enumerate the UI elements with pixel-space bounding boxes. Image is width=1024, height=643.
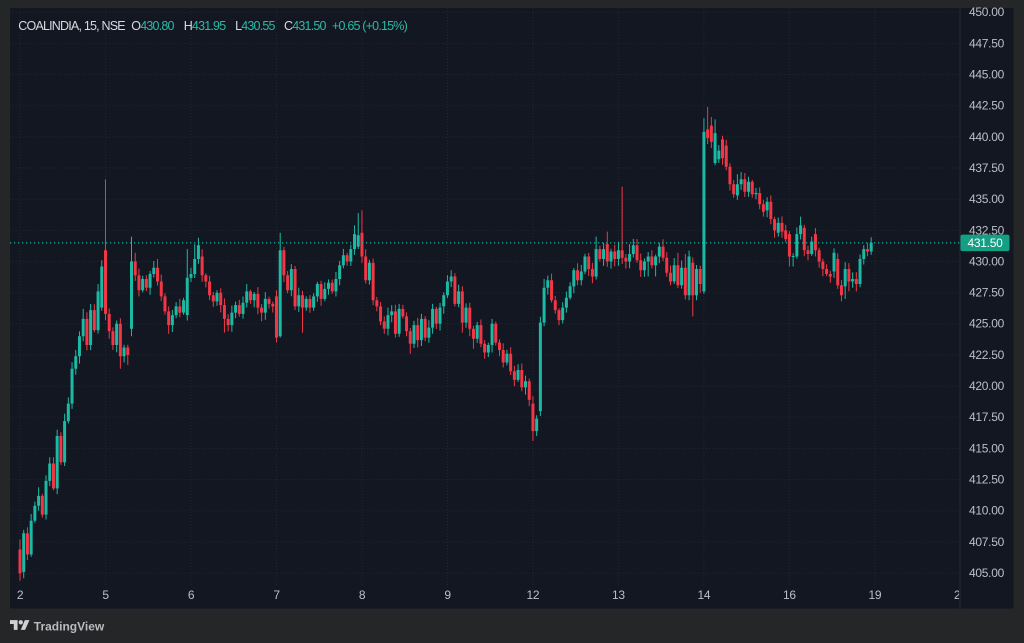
svg-text:415.00: 415.00 [969,441,1005,455]
svg-text:437.50: 437.50 [969,161,1005,175]
svg-text:420.00: 420.00 [969,379,1005,393]
svg-text:2: 2 [17,588,24,602]
svg-text:435.00: 435.00 [969,192,1005,206]
svg-text:COALINDIA, 15, NSE: COALINDIA, 15, NSE [18,19,125,33]
svg-text:405.00: 405.00 [969,566,1005,580]
svg-text:TradingView: TradingView [34,619,105,633]
svg-text:442.50: 442.50 [969,99,1005,113]
svg-text:450.00: 450.00 [969,5,1005,19]
svg-text:9: 9 [444,588,451,602]
svg-text:412.50: 412.50 [969,473,1005,487]
svg-text:12: 12 [527,588,540,602]
svg-text:440.00: 440.00 [969,130,1005,144]
svg-text:6: 6 [188,588,195,602]
svg-text:H431.95: H431.95 [184,19,227,33]
svg-text:20: 20 [954,588,967,602]
svg-text:425.00: 425.00 [969,317,1005,331]
svg-text:447.50: 447.50 [969,36,1005,50]
svg-text:L430.55: L430.55 [235,19,275,33]
svg-text:C431.50: C431.50 [284,19,327,33]
svg-text:19: 19 [869,588,882,602]
svg-text:5: 5 [102,588,109,602]
svg-text:7: 7 [273,588,280,602]
svg-text:417.50: 417.50 [969,410,1005,424]
svg-text:8: 8 [359,588,366,602]
svg-text:432.50: 432.50 [969,223,1005,237]
svg-text:410.00: 410.00 [969,504,1005,518]
svg-text:O430.80: O430.80 [131,19,174,33]
svg-text:13: 13 [612,588,625,602]
svg-text:407.50: 407.50 [969,535,1005,549]
svg-text:16: 16 [783,588,796,602]
svg-text:427.50: 427.50 [969,286,1005,300]
svg-text:+0.65 (+0.15%): +0.65 (+0.15%) [332,19,408,33]
svg-text:431.50: 431.50 [968,236,1004,250]
svg-text:14: 14 [698,588,711,602]
svg-text:445.00: 445.00 [969,67,1005,81]
svg-text:430.00: 430.00 [969,254,1005,268]
svg-text:422.50: 422.50 [969,348,1005,362]
